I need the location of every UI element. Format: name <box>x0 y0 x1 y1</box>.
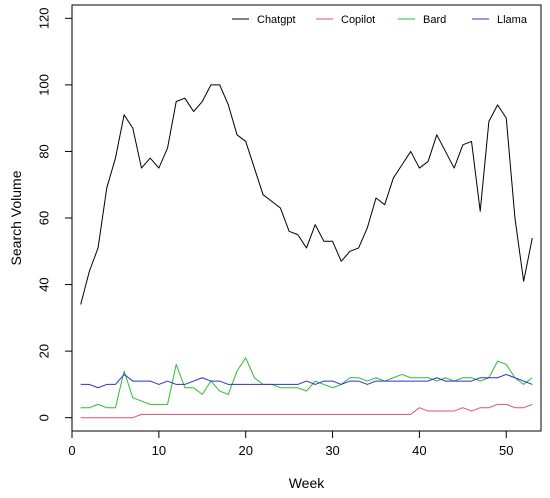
x-tick-label: 0 <box>68 443 75 458</box>
series-line-copilot <box>80 403 533 419</box>
y-tick-label: 60 <box>37 211 52 225</box>
y-tick-label: 40 <box>37 277 52 291</box>
y-tick-label: 0 <box>37 414 52 421</box>
y-tick-label: 80 <box>37 144 52 158</box>
x-tick-label: 40 <box>412 443 426 458</box>
y-tick-label: 120 <box>37 7 52 29</box>
x-tick-label: 20 <box>238 443 252 458</box>
y-axis-title: Search Volume <box>8 170 24 265</box>
legend-label-bard: Bard <box>423 14 446 26</box>
y-tick-label: 100 <box>37 74 52 96</box>
series-line-llama <box>80 373 533 389</box>
y-tick-label: 20 <box>37 344 52 358</box>
series-line-chatgpt <box>80 84 533 305</box>
x-tick-label: 50 <box>499 443 513 458</box>
x-tick-label: 10 <box>152 443 166 458</box>
x-tick-label: 30 <box>325 443 339 458</box>
legend-label-chatgpt: Chatgpt <box>257 14 296 26</box>
x-axis-title: Week <box>289 475 326 491</box>
series-line-bard <box>80 357 533 409</box>
legend-label-copilot: Copilot <box>341 14 375 26</box>
plot-area <box>71 4 542 432</box>
legend-label-llama: Llama <box>497 14 528 26</box>
chart-legend: Chatgpt Copilot Bard Llama <box>232 14 528 26</box>
